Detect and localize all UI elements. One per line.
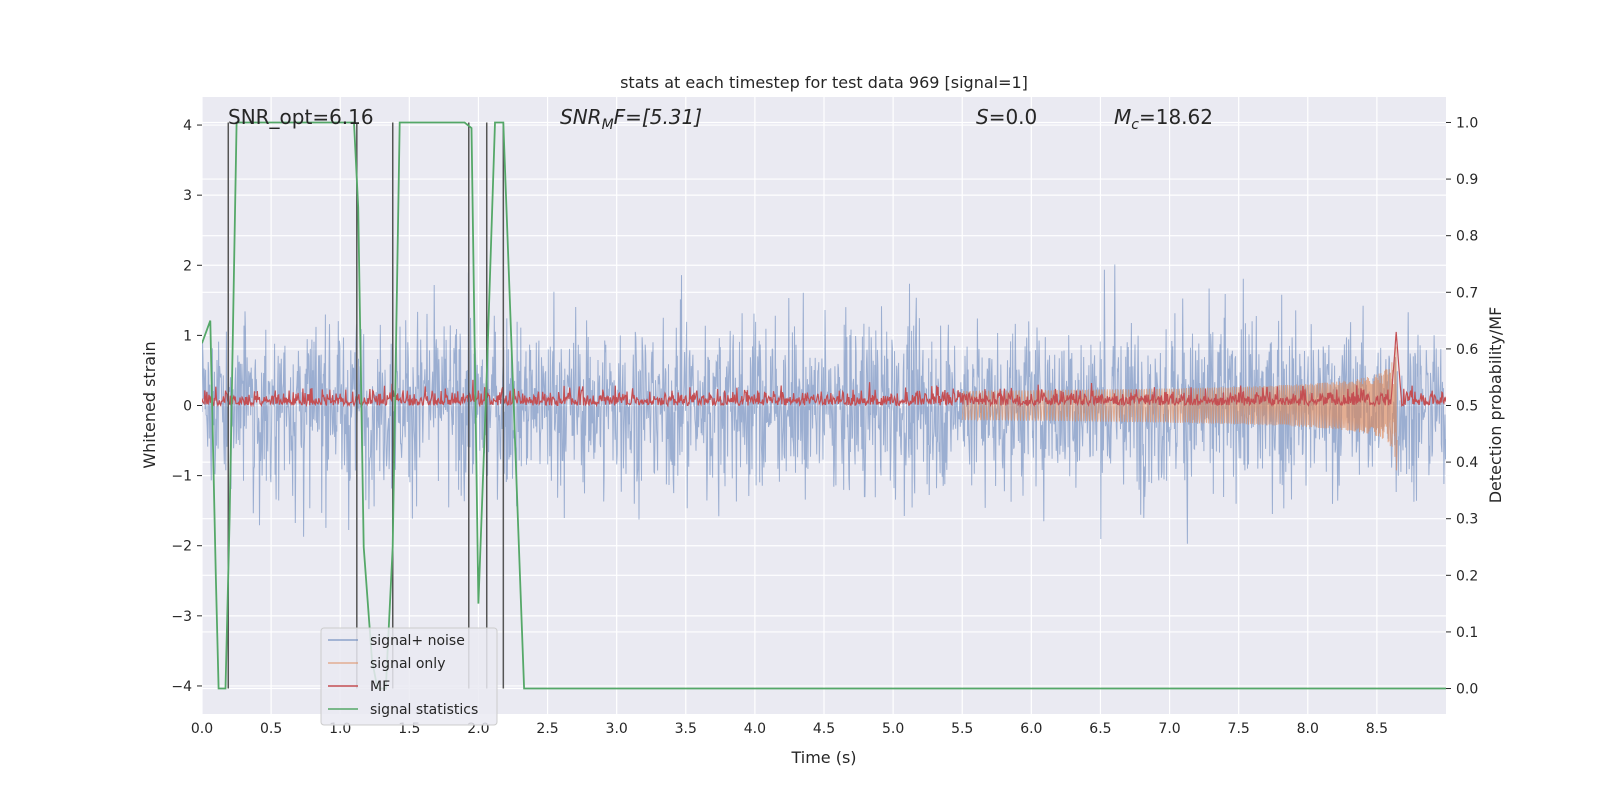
y-left-tick-label: −1: [171, 469, 192, 485]
snr-opt-annotation: SNR_opt=6.16: [228, 105, 374, 129]
legend-label-mf: MF: [370, 679, 390, 695]
legend-box: [320, 627, 498, 726]
legend-label-signal-noise: signal+ noise: [370, 633, 465, 649]
y-right-tick-label: 0.6: [1456, 342, 1478, 358]
s-annotation: S=0.0: [976, 105, 1037, 129]
y-right-tick-label: 0.8: [1456, 229, 1478, 245]
x-tick-label: 6.5: [1089, 721, 1111, 737]
y-right-tick-label: 0.5: [1456, 399, 1478, 415]
y-right-tick-label: 0.0: [1456, 682, 1478, 698]
x-tick-label: 7.0: [1158, 721, 1180, 737]
x-tick-labels: 0.0 0.5 1.0 1.5 2.0 2.5 3.0 3.5 4.0 4.5 5.0 5.5 6.0 6…: [191, 721, 1388, 737]
y-right-tick-label: 0.4: [1456, 455, 1478, 471]
y-left-tick-label: −4: [171, 679, 192, 695]
y-left-tick-label: −3: [171, 609, 192, 625]
y-left-tick-label: 1: [183, 328, 192, 344]
y-right-axis-label: Detection probability/MF: [1486, 307, 1505, 504]
legend-label-signal-only: signal only: [370, 656, 445, 672]
y-left-tick-label: 3: [183, 188, 192, 204]
y-left-tick-label: 4: [183, 118, 192, 134]
legend: signal+ noise signal only MF signal stat…: [320, 627, 498, 726]
mc-annotation: Mc=18.62: [1114, 105, 1213, 133]
mf-line: [202, 331, 1446, 408]
y-right-tick-label: 1.0: [1456, 115, 1478, 131]
x-tick-label: 4.0: [744, 721, 766, 737]
x-tick-label: 0.5: [260, 721, 282, 737]
y-left-tick-label: 0: [183, 399, 192, 415]
x-tick-label: 8.0: [1297, 721, 1319, 737]
x-tick-label: 5.0: [882, 721, 904, 737]
y-left-tick-label: 2: [183, 258, 192, 274]
x-tick-label: 3.5: [675, 721, 697, 737]
y-right-tick-label: 0.3: [1456, 512, 1478, 528]
y-right-tick-label: 0.9: [1456, 172, 1478, 188]
y-left-tick-label: −2: [171, 539, 192, 555]
x-tick-label: 5.5: [951, 721, 973, 737]
y-right-tick-label: 0.1: [1456, 625, 1478, 641]
signal-noise-line: [202, 264, 1446, 544]
x-tick-label: 2.5: [536, 721, 558, 737]
x-axis-label: Time (s): [790, 748, 856, 767]
legend-label-signal-statistics: signal statistics: [370, 702, 478, 718]
y-left-axis-label: Whitened strain: [140, 341, 159, 468]
y-right-tick-label: 0.2: [1456, 568, 1478, 584]
signal-only-line: [961, 346, 1398, 471]
y-left-tick-labels: 4 3 2 1 0 −1 −2 −3 −4: [171, 118, 202, 695]
x-tick-label: 6.0: [1020, 721, 1042, 737]
y-right-tick-labels: 1.0 0.9 0.8 0.7 0.6 0.5 0.4 0.3 0.2 0.1 0.0: [1446, 115, 1478, 698]
x-tick-label: 3.0: [606, 721, 628, 737]
x-tick-label: 4.5: [813, 721, 835, 737]
chart-title: stats at each timestep for test data 969…: [620, 73, 1028, 92]
x-tick-label: 8.5: [1366, 721, 1388, 737]
x-tick-label: 7.5: [1228, 721, 1250, 737]
snr-mf-annotation: SNRMF=[5.31]: [560, 105, 702, 133]
y-right-tick-label: 0.7: [1456, 285, 1478, 301]
x-tick-label: 0.0: [191, 721, 213, 737]
